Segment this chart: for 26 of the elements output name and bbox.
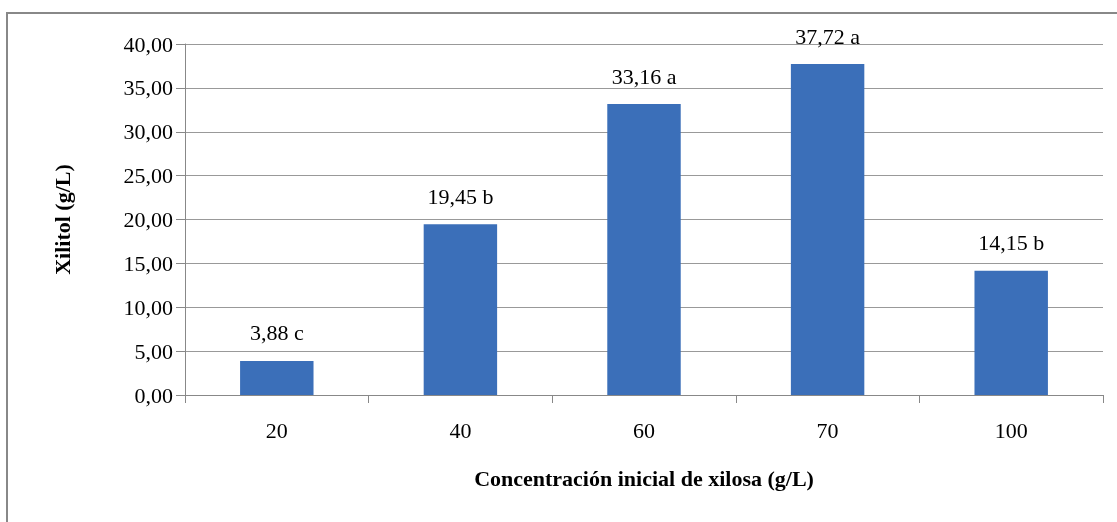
x-tick-label: 20 bbox=[265, 417, 288, 443]
x-tick-label: 60 bbox=[633, 417, 655, 443]
bar bbox=[423, 224, 498, 395]
y-tick-label: 20,00 bbox=[123, 207, 173, 232]
data-label: 3,88 c bbox=[249, 320, 304, 346]
y-tick-label: 5,00 bbox=[134, 338, 173, 364]
data-label: 14,15 b bbox=[978, 230, 1045, 256]
y-axis-title: Xilitol (g/L) bbox=[49, 164, 75, 275]
x-axis-title: Concentración inicial de xilosa (g/L) bbox=[474, 465, 814, 491]
bar bbox=[974, 270, 1048, 395]
x-tick-label: 40 bbox=[449, 417, 472, 443]
bar bbox=[240, 360, 314, 395]
data-label: 33,16 a bbox=[611, 63, 677, 89]
y-tick-label: 10,00 bbox=[123, 294, 173, 320]
x-tick-label: 100 bbox=[994, 417, 1028, 443]
y-tick-label: 25,00 bbox=[123, 163, 173, 189]
bar bbox=[790, 64, 865, 395]
y-tick-label: 40,00 bbox=[123, 31, 173, 57]
bar bbox=[607, 104, 681, 395]
y-tick-label: 30,00 bbox=[123, 119, 173, 145]
y-tick-label: 35,00 bbox=[123, 75, 173, 101]
y-tick-label: 15,00 bbox=[123, 250, 173, 276]
data-label: 37,72 a bbox=[795, 23, 861, 49]
data-label: 19,45 b bbox=[427, 183, 494, 209]
y-tick-label: 0,00 bbox=[134, 382, 173, 408]
x-tick-label: 70 bbox=[816, 417, 839, 443]
